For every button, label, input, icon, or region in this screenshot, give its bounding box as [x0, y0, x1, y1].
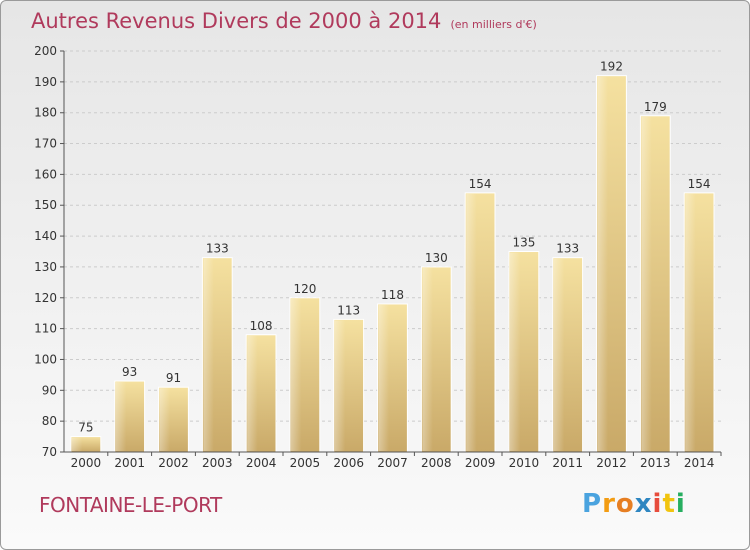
- bar-highlight: [115, 382, 127, 451]
- bar-highlight: [685, 193, 696, 451]
- x-tick-label: 2000: [71, 456, 102, 470]
- logo-letter: x: [634, 489, 653, 519]
- y-tick-label: 190: [34, 75, 57, 89]
- bar-value-label: 154: [469, 177, 492, 191]
- bar-value-label: 133: [556, 242, 579, 256]
- bar-value-label: 113: [337, 303, 360, 317]
- x-tick-label: 2008: [421, 456, 452, 470]
- bar-value-label: 120: [293, 282, 316, 296]
- bar-highlight: [597, 76, 609, 451]
- x-tick-label: 2013: [640, 456, 671, 470]
- y-tick-label: 80: [42, 414, 57, 428]
- bar-highlight: [553, 258, 565, 451]
- x-tick-label: 2010: [509, 456, 540, 470]
- town-name: FONTAINE-LE-PORT: [39, 493, 222, 517]
- logo-letter: t: [662, 489, 676, 519]
- axis-layer: 7080901001101201301401501601701801902007…: [34, 44, 722, 470]
- logo-letter: r: [602, 489, 616, 519]
- bar-highlight: [510, 252, 521, 451]
- x-tick-label: 2007: [377, 456, 408, 470]
- bar-value-label: 130: [425, 251, 448, 265]
- y-tick-label: 200: [34, 44, 57, 58]
- bars-layer: [70, 75, 715, 453]
- logo-letter: i: [652, 489, 663, 519]
- x-tick-label: 2006: [333, 456, 364, 470]
- bar-highlight: [72, 437, 83, 451]
- logo-letter: o: [615, 489, 635, 519]
- x-tick-label: 2012: [596, 456, 627, 470]
- bar-value-label: 179: [644, 100, 667, 114]
- y-tick-label: 120: [34, 291, 57, 305]
- logo-letter: P: [582, 489, 603, 519]
- y-tick-label: 110: [34, 322, 57, 336]
- bar-value-label: 118: [381, 288, 404, 302]
- y-tick-label: 140: [34, 229, 57, 243]
- bar-value-label: 192: [600, 60, 623, 74]
- x-tick-label: 2014: [684, 456, 715, 470]
- bar-value-label: 108: [250, 319, 273, 333]
- bar-highlight: [203, 258, 214, 451]
- x-tick-label: 2009: [465, 456, 496, 470]
- chart-title: Autres Revenus Divers de 2000 à 2014 (en…: [31, 9, 537, 33]
- y-tick-label: 100: [34, 352, 57, 366]
- x-tick-label: 2001: [114, 456, 145, 470]
- y-tick-label: 150: [34, 198, 57, 212]
- bar-value-label: 133: [206, 242, 229, 256]
- x-tick-label: 2003: [202, 456, 233, 470]
- y-tick-label: 90: [42, 383, 57, 397]
- x-tick-label: 2005: [290, 456, 321, 470]
- bar-highlight: [159, 388, 171, 451]
- bar-value-label: 135: [512, 236, 535, 250]
- y-tick-label: 70: [42, 445, 57, 459]
- y-tick-label: 180: [34, 106, 57, 120]
- bar-highlight: [466, 193, 477, 451]
- bar-highlight: [291, 298, 302, 451]
- x-tick-label: 2004: [246, 456, 277, 470]
- proxiti-logo: Proxiti: [582, 489, 686, 519]
- y-tick-label: 170: [34, 137, 57, 151]
- bar-highlight: [422, 267, 433, 451]
- bar-value-label: 154: [688, 177, 711, 191]
- chart-title-main: Autres Revenus Divers de 2000 à 2014: [31, 9, 442, 33]
- bar-highlight: [334, 320, 346, 451]
- bar-value-label: 75: [78, 421, 93, 435]
- bar-highlight: [641, 116, 652, 452]
- y-tick-label: 160: [34, 167, 57, 181]
- bar-highlight: [378, 304, 390, 451]
- x-tick-label: 2002: [158, 456, 189, 470]
- chart-title-unit: (en milliers d'€): [450, 18, 537, 31]
- x-tick-label: 2011: [552, 456, 583, 470]
- logo-letter: i: [675, 489, 686, 519]
- bar-value-label: 91: [166, 371, 181, 385]
- bar-highlight: [247, 335, 258, 451]
- y-tick-label: 130: [34, 260, 57, 274]
- bar-value-label: 93: [122, 365, 137, 379]
